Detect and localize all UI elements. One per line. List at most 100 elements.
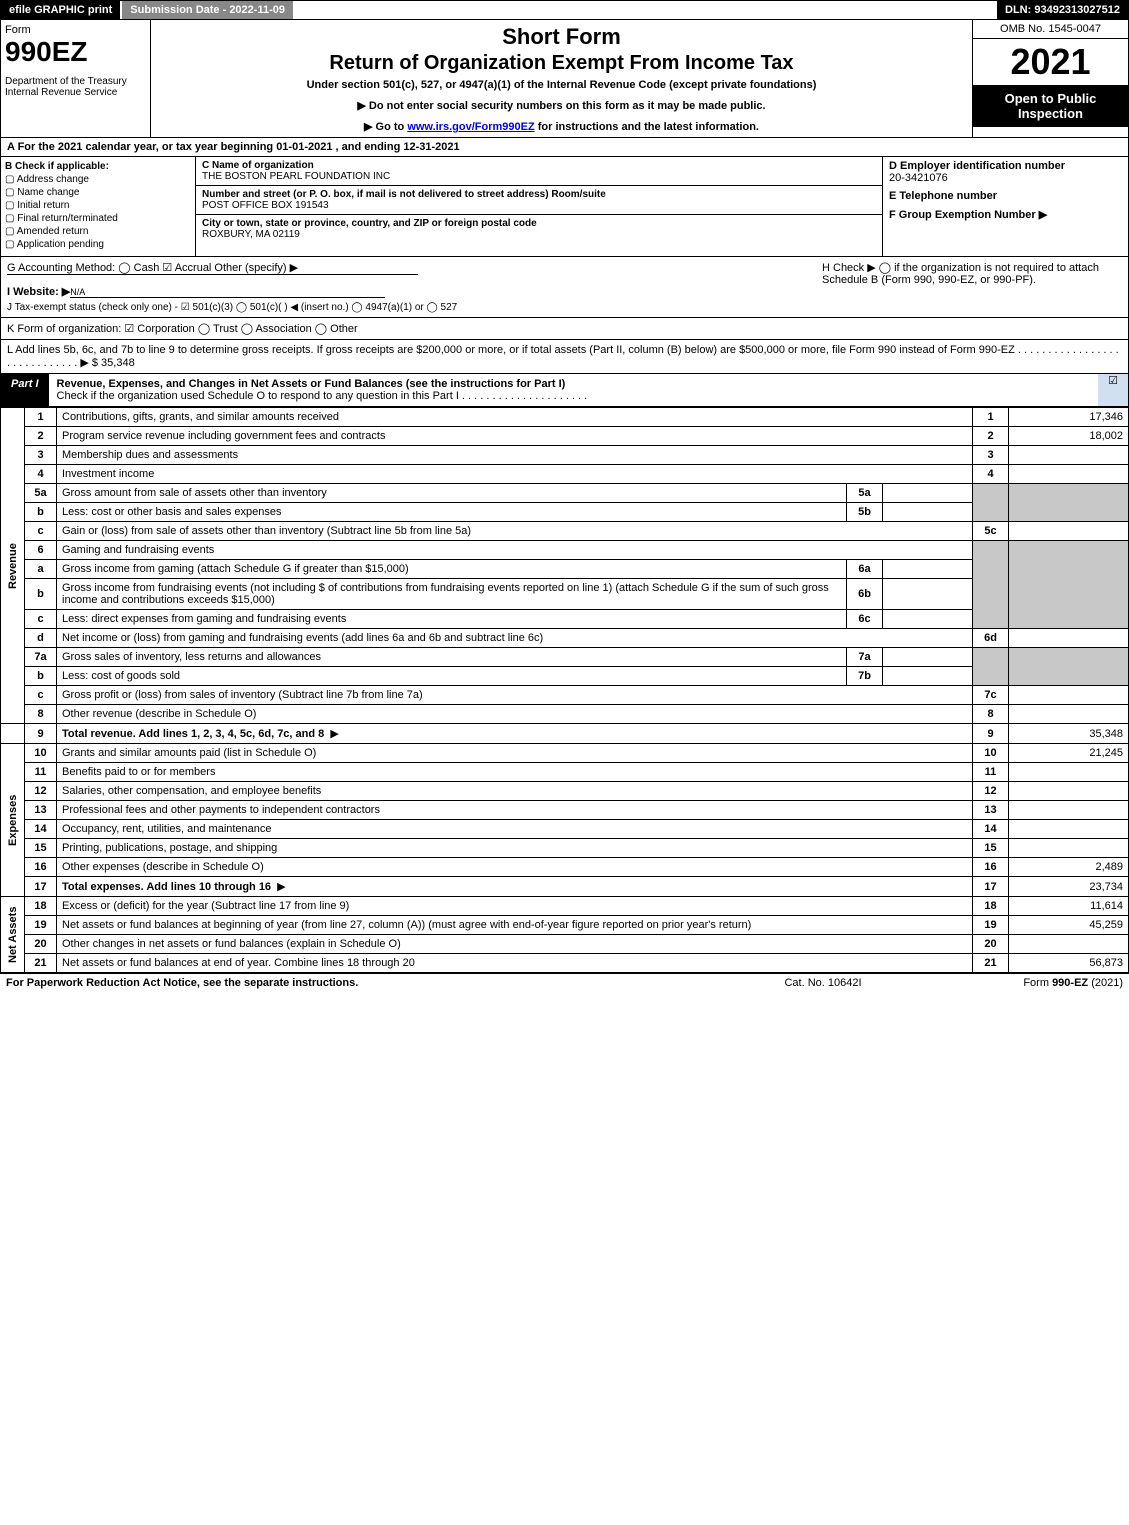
row-l: L Add lines 5b, 6c, and 7b to line 9 to … — [0, 340, 1129, 374]
title-return: Return of Organization Exempt From Incom… — [155, 52, 968, 75]
section-g-h: G Accounting Method: ◯ Cash ☑ Accrual Ot… — [0, 257, 1129, 318]
part-i-tag: Part I — [1, 374, 49, 406]
submission-date: Submission Date - 2022-11-09 — [122, 1, 295, 19]
amt-9: 35,348 — [1009, 724, 1129, 744]
irs-link[interactable]: www.irs.gov/Form990EZ — [407, 121, 534, 133]
g-accounting: G Accounting Method: ◯ Cash ☑ Accrual Ot… — [7, 261, 418, 275]
desc-6d: Net income or (loss) from gaming and fun… — [57, 629, 973, 648]
desc-7b: Less: cost of goods sold — [57, 667, 847, 686]
desc-21: Net assets or fund balances at end of ye… — [57, 954, 973, 973]
sub-6b — [883, 579, 973, 610]
c-name-label: C Name of organization — [202, 160, 876, 171]
amt-1: 17,346 — [1009, 408, 1129, 427]
desc-1: Contributions, gifts, grants, and simila… — [57, 408, 973, 427]
amt-6d — [1009, 629, 1129, 648]
c-city-label: City or town, state or province, country… — [202, 218, 876, 229]
amt-10: 21,245 — [1009, 744, 1129, 763]
ein: 20-3421076 — [889, 172, 948, 184]
desc-18: Excess or (deficit) for the year (Subtra… — [57, 897, 973, 916]
cb-name-change[interactable]: Name change — [5, 187, 191, 198]
desc-16: Other expenses (describe in Schedule O) — [57, 858, 973, 877]
dept: Department of the Treasury Internal Reve… — [5, 76, 146, 98]
part-i-table: Revenue 1 Contributions, gifts, grants, … — [0, 407, 1129, 973]
desc-10: Grants and similar amounts paid (list in… — [57, 744, 973, 763]
header-right: OMB No. 1545-0047 2021 Open to Public In… — [973, 20, 1128, 137]
desc-9-text: Total revenue. Add lines 1, 2, 3, 4, 5c,… — [62, 728, 324, 740]
amt-18: 11,614 — [1009, 897, 1129, 916]
desc-17: Total expenses. Add lines 10 through 16 … — [57, 877, 973, 897]
desc-2: Program service revenue including govern… — [57, 427, 973, 446]
instr-ssn: ▶ Do not enter social security numbers o… — [155, 99, 968, 112]
amt-5c — [1009, 522, 1129, 541]
title-short-form: Short Form — [155, 24, 968, 50]
org-city: ROXBURY, MA 02119 — [202, 229, 876, 240]
part-i-checkbox[interactable]: ☑ — [1098, 374, 1128, 406]
desc-5b: Less: cost or other basis and sales expe… — [57, 503, 847, 522]
f-grp-label: F Group Exemption Number ▶ — [889, 209, 1047, 221]
part-i-title-text: Revenue, Expenses, and Changes in Net As… — [57, 378, 566, 390]
row-k: K Form of organization: ☑ Corporation ◯ … — [0, 318, 1129, 340]
c-column: C Name of organization THE BOSTON PEARL … — [196, 157, 883, 256]
form-number: 990EZ — [5, 36, 146, 68]
instr2-pre: ▶ Go to — [364, 121, 407, 133]
c-addr-label: Number and street (or P. O. box, if mail… — [202, 189, 876, 200]
desc-15: Printing, publications, postage, and shi… — [57, 839, 973, 858]
sub-6a — [883, 560, 973, 579]
cb-initial-return[interactable]: Initial return — [5, 200, 191, 211]
sub-5a — [883, 484, 973, 503]
amt-15 — [1009, 839, 1129, 858]
desc-5a: Gross amount from sale of assets other t… — [57, 484, 847, 503]
header-mid: Short Form Return of Organization Exempt… — [151, 20, 973, 137]
sub-6c — [883, 610, 973, 629]
desc-17-text: Total expenses. Add lines 10 through 16 — [62, 881, 271, 893]
amt-11 — [1009, 763, 1129, 782]
desc-13: Professional fees and other payments to … — [57, 801, 973, 820]
amt-7c — [1009, 686, 1129, 705]
amt-19: 45,259 — [1009, 916, 1129, 935]
desc-6: Gaming and fundraising events — [57, 541, 973, 560]
amt-8 — [1009, 705, 1129, 724]
footer: For Paperwork Reduction Act Notice, see … — [0, 973, 1129, 992]
cb-application-pending[interactable]: Application pending — [5, 239, 191, 250]
desc-11: Benefits paid to or for members — [57, 763, 973, 782]
form-header: Form 990EZ Department of the Treasury In… — [0, 20, 1129, 138]
desc-20: Other changes in net assets or fund bala… — [57, 935, 973, 954]
i-website-label: I Website: ▶ — [7, 286, 70, 298]
amt-17: 23,734 — [1009, 877, 1129, 897]
sub-7b — [883, 667, 973, 686]
desc-7c: Gross profit or (loss) from sales of inv… — [57, 686, 973, 705]
form-label: Form — [5, 24, 146, 36]
open-public: Open to Public Inspection — [973, 85, 1128, 127]
instr2-post: for instructions and the latest informat… — [535, 121, 759, 133]
footer-cat: Cat. No. 10642I — [723, 977, 923, 989]
amt-4 — [1009, 465, 1129, 484]
sub-5b — [883, 503, 973, 522]
org-name: THE BOSTON PEARL FOUNDATION INC — [202, 171, 876, 182]
part-i-sub: Check if the organization used Schedule … — [57, 390, 588, 402]
desc-4: Investment income — [57, 465, 973, 484]
sidelabel-expenses: Expenses — [1, 744, 25, 897]
b-header: B Check if applicable: — [5, 161, 191, 172]
dln: DLN: 93492313027512 — [997, 1, 1128, 19]
cb-final-return[interactable]: Final return/terminated — [5, 213, 191, 224]
desc-12: Salaries, other compensation, and employ… — [57, 782, 973, 801]
desc-6b: Gross income from fundraising events (no… — [57, 579, 847, 610]
desc-14: Occupancy, rent, utilities, and maintena… — [57, 820, 973, 839]
amt-21: 56,873 — [1009, 954, 1129, 973]
efile-print[interactable]: efile GRAPHIC print — [1, 1, 122, 19]
cb-amended-return[interactable]: Amended return — [5, 226, 191, 237]
sub-7a — [883, 648, 973, 667]
desc-8: Other revenue (describe in Schedule O) — [57, 705, 973, 724]
e-tel-label: E Telephone number — [889, 190, 997, 202]
tax-year: 2021 — [973, 39, 1128, 85]
header-left: Form 990EZ Department of the Treasury In… — [1, 20, 151, 137]
part-i-title: Revenue, Expenses, and Changes in Net As… — [49, 374, 1098, 406]
h-check: H Check ▶ ◯ if the organization is not r… — [822, 261, 1122, 313]
sidelabel-revenue: Revenue — [1, 408, 25, 724]
row-a: A For the 2021 calendar year, or tax yea… — [0, 138, 1129, 157]
cb-address-change[interactable]: Address change — [5, 174, 191, 185]
desc-5c: Gain or (loss) from sale of assets other… — [57, 522, 973, 541]
amt-16: 2,489 — [1009, 858, 1129, 877]
sidelabel-net-assets: Net Assets — [1, 897, 25, 973]
amt-14 — [1009, 820, 1129, 839]
